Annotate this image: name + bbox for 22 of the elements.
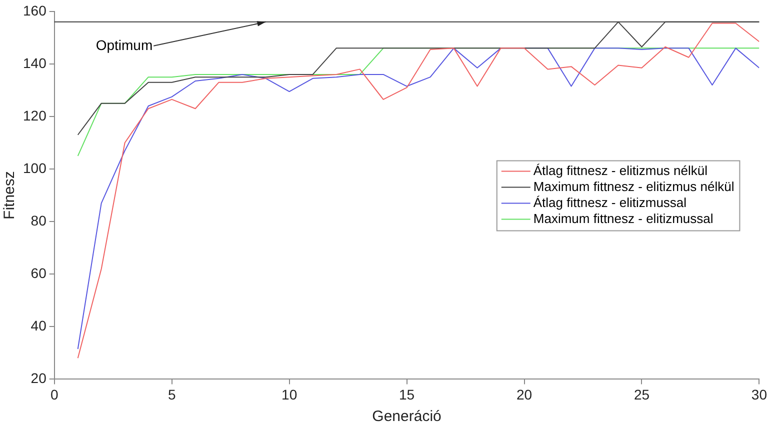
x-tick-label: 25 (634, 386, 650, 402)
x-tick-label: 0 (50, 386, 58, 402)
y-tick-label: 80 (30, 212, 47, 228)
y-tick-label: 120 (23, 107, 47, 124)
y-tick-label: 140 (23, 54, 47, 71)
x-tick-label: 10 (282, 386, 298, 402)
x-tick-label: 5 (168, 386, 176, 402)
y-tick-label: 160 (23, 2, 47, 18)
x-tick-label: 30 (751, 386, 768, 402)
x-axis-title: Generáció (372, 408, 442, 426)
y-axis-title: Fitnesz (1, 171, 18, 220)
legend-label: Átlag fittnesz - elitizmus nélkül (533, 162, 708, 178)
y-tick-label: 60 (30, 264, 47, 281)
annotation: Optimum (96, 36, 153, 53)
legend-label: Átlag fittnesz - elitizmussal (533, 194, 687, 210)
legend-label: Maximum fittnesz - elitizmussal (533, 210, 714, 226)
legend-label: Maximum fittnesz - elitizmus nélkül (533, 178, 734, 194)
y-tick-label: 20 (30, 370, 47, 386)
y-tick-label: 100 (23, 160, 47, 176)
y-tick-label: 40 (30, 318, 47, 334)
x-tick-label: 20 (516, 386, 532, 402)
x-tick-label: 15 (398, 386, 415, 402)
